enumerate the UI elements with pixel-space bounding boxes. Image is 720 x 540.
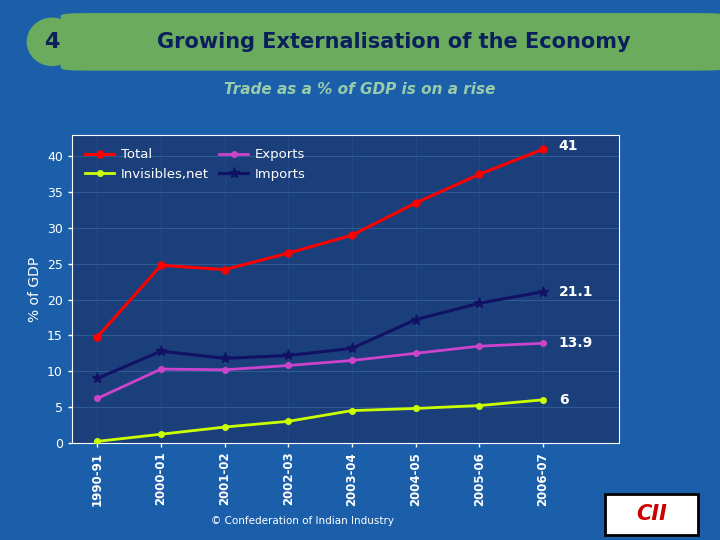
Imports	[220, 355, 229, 362]
Exports	[348, 357, 356, 364]
Exports	[475, 343, 484, 349]
Legend: Total, Invisibles,net, Exports, Imports: Total, Invisibles,net, Exports, Imports	[78, 141, 312, 187]
Imports	[539, 288, 547, 295]
Text: CII: CII	[636, 504, 667, 524]
Text: 13.9: 13.9	[559, 336, 593, 350]
Total	[348, 232, 356, 239]
Total	[157, 262, 166, 268]
Total	[411, 200, 420, 206]
Text: © Confederation of Indian Industry: © Confederation of Indian Industry	[211, 516, 394, 526]
Total	[93, 334, 102, 340]
Text: 41: 41	[559, 139, 578, 153]
Invisibles,net	[93, 438, 102, 444]
Invisibles,net	[411, 405, 420, 411]
Text: 6: 6	[559, 393, 568, 407]
Imports	[348, 345, 356, 352]
Invisibles,net	[284, 418, 292, 424]
Total	[284, 250, 292, 256]
Imports	[475, 300, 484, 307]
Invisibles,net	[348, 407, 356, 414]
Imports	[93, 375, 102, 382]
Line: Imports: Imports	[92, 286, 549, 384]
Exports	[93, 395, 102, 402]
Y-axis label: % of GDP: % of GDP	[27, 256, 42, 321]
Exports	[157, 366, 166, 372]
Total	[475, 171, 484, 178]
Total	[539, 146, 547, 153]
Invisibles,net	[539, 396, 547, 403]
Invisibles,net	[220, 424, 229, 430]
Text: Growing Externalisation of the Economy: Growing Externalisation of the Economy	[158, 32, 631, 52]
Text: Trade as a % of GDP is on a rise: Trade as a % of GDP is on a rise	[224, 82, 496, 97]
Text: 4: 4	[45, 32, 60, 52]
Imports	[411, 316, 420, 323]
Imports	[157, 348, 166, 354]
FancyBboxPatch shape	[605, 494, 698, 535]
Exports	[284, 362, 292, 369]
Circle shape	[27, 18, 77, 65]
FancyBboxPatch shape	[62, 14, 720, 70]
Exports	[411, 350, 420, 356]
Line: Invisibles,net: Invisibles,net	[94, 397, 546, 444]
Invisibles,net	[475, 402, 484, 409]
Invisibles,net	[157, 431, 166, 437]
Line: Exports: Exports	[94, 341, 546, 401]
Exports	[539, 340, 547, 347]
Total	[220, 266, 229, 273]
Exports	[220, 367, 229, 373]
Text: 21.1: 21.1	[559, 285, 593, 299]
Imports	[284, 352, 292, 359]
Line: Total: Total	[94, 146, 546, 340]
